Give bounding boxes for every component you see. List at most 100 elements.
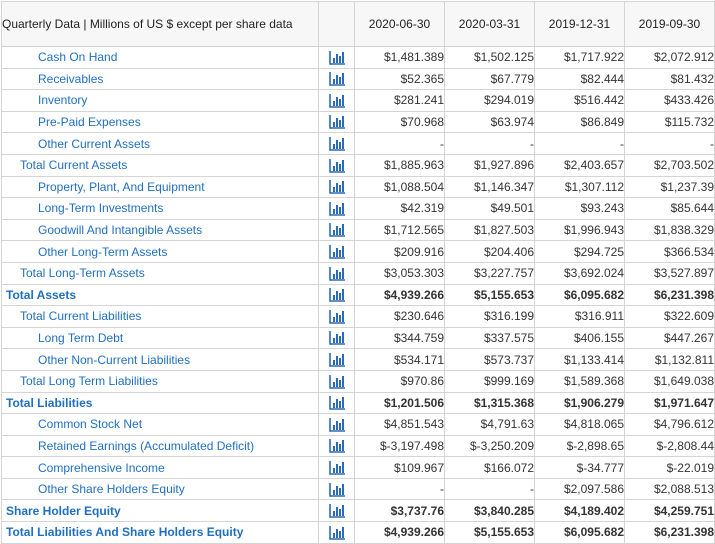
row-label[interactable]: Common Stock Net [1, 413, 319, 436]
column-date-1[interactable]: 2020-06-30 [354, 1, 445, 47]
chart-link[interactable] [318, 153, 355, 177]
value-cell: $67.779 [444, 67, 535, 91]
value-cell: $516.442 [534, 89, 625, 112]
table-row: Total Current Assets $1,885.963 $1,927.896… [1, 153, 715, 177]
value-cell: $1,649.038 [624, 369, 715, 393]
bar-chart-icon[interactable] [328, 374, 345, 389]
row-label[interactable]: Total Liabilities And Share Holders Equi… [1, 521, 319, 544]
row-label[interactable]: Other Current Assets [1, 132, 319, 155]
row-label[interactable]: Total Current Assets [1, 153, 319, 177]
row-label[interactable]: Total Assets [1, 283, 319, 307]
column-date-3[interactable]: 2019-12-31 [534, 1, 625, 47]
value-cell: $1,132.811 [624, 348, 715, 371]
chart-link[interactable] [318, 46, 355, 69]
bar-chart-icon[interactable] [328, 439, 345, 454]
chart-link[interactable] [318, 348, 355, 371]
row-label[interactable]: Total Long Term Liabilities [1, 369, 319, 393]
value-cell: $1,717.922 [534, 46, 625, 69]
bar-chart-icon[interactable] [328, 245, 345, 259]
table-row: Common Stock Net $4,851.543 $4,791.63 $4,81… [1, 413, 715, 436]
table-row: Total Current Liabilities $230.646 $316.19… [1, 305, 715, 328]
row-label[interactable]: Share Holder Equity [1, 499, 319, 523]
column-date-4[interactable]: 2019-09-30 [624, 1, 715, 47]
table-row: Inventory $281.241 $294.019 $516.442 $433.42… [1, 89, 715, 112]
column-date-2[interactable]: 2020-03-31 [444, 1, 535, 47]
bar-chart-icon[interactable] [328, 50, 345, 65]
chart-link[interactable] [318, 499, 355, 523]
chart-link[interactable] [318, 305, 355, 328]
value-cell: $109.967 [354, 456, 445, 479]
row-label[interactable]: Other Share Holders Equity [1, 477, 319, 501]
value-cell: $1,885.963 [354, 153, 445, 177]
bar-chart-icon[interactable] [328, 309, 345, 324]
chart-link[interactable] [318, 197, 355, 220]
chart-link[interactable] [318, 132, 355, 155]
chart-link[interactable] [318, 326, 355, 350]
value-cell: $4,791.63 [444, 413, 535, 436]
chart-link[interactable] [318, 521, 355, 544]
row-label[interactable]: Pre-Paid Expenses [1, 110, 319, 134]
value-cell: $4,796.612 [624, 413, 715, 436]
value-cell: $209.916 [354, 240, 445, 263]
value-cell: $2,088.513 [624, 477, 715, 501]
bar-chart-icon[interactable] [328, 72, 345, 87]
bar-chart-icon[interactable] [328, 201, 345, 216]
value-cell: $344.759 [354, 326, 445, 350]
row-label[interactable]: Property, Plant, And Equipment [1, 175, 319, 199]
chart-link[interactable] [318, 456, 355, 479]
bar-chart-icon[interactable] [328, 93, 345, 108]
bar-chart-icon[interactable] [328, 288, 345, 303]
bar-chart-icon[interactable] [328, 417, 345, 432]
row-label[interactable]: Cash On Hand [1, 46, 319, 69]
value-cell: $2,703.502 [624, 153, 715, 177]
row-label[interactable]: Goodwill And Intangible Assets [1, 218, 319, 242]
chart-link[interactable] [318, 434, 355, 458]
bar-chart-icon[interactable] [328, 525, 345, 540]
table-row: Comprehensive Income $109.967 $166.072 $-34… [1, 456, 715, 479]
chart-link[interactable] [318, 67, 355, 91]
value-cell: $294.019 [444, 89, 535, 112]
chart-link[interactable] [318, 89, 355, 112]
row-label[interactable]: Inventory [1, 89, 319, 112]
row-label[interactable]: Retained Earnings (Accumulated Deficit) [1, 434, 319, 458]
chart-link[interactable] [318, 413, 355, 436]
row-label[interactable]: Other Long-Term Assets [1, 240, 319, 263]
bar-chart-icon[interactable] [328, 504, 345, 518]
row-label[interactable]: Long Term Debt [1, 326, 319, 350]
bar-chart-icon[interactable] [328, 137, 345, 151]
chart-link[interactable] [318, 477, 355, 501]
bar-chart-icon[interactable] [328, 180, 345, 195]
value-cell: $447.267 [624, 326, 715, 350]
chart-link[interactable] [318, 369, 355, 393]
chart-link[interactable] [318, 218, 355, 242]
row-label[interactable]: Receivables [1, 67, 319, 91]
bar-chart-icon[interactable] [328, 223, 345, 238]
bar-chart-icon[interactable] [328, 460, 345, 475]
bar-chart-icon[interactable] [328, 115, 345, 130]
row-label[interactable]: Comprehensive Income [1, 456, 319, 479]
bar-chart-icon[interactable] [328, 158, 345, 173]
table-row: Other Long-Term Assets $209.916 $204.406 $2… [1, 240, 715, 263]
value-cell: $49.501 [444, 197, 535, 220]
row-label[interactable]: Total Current Liabilities [1, 305, 319, 328]
chart-link[interactable] [318, 175, 355, 199]
value-cell: $-22.019 [624, 456, 715, 479]
chart-link[interactable] [318, 261, 355, 285]
chart-link[interactable] [318, 110, 355, 134]
row-label[interactable]: Total Liabilities [1, 391, 319, 415]
bar-chart-icon[interactable] [328, 482, 345, 497]
table-row: Long-Term Investments $42.319 $49.501 $93.2… [1, 197, 715, 220]
value-cell: - [534, 132, 625, 155]
row-label[interactable]: Long-Term Investments [1, 197, 319, 220]
value-cell: $1,237.39 [624, 175, 715, 199]
chart-link[interactable] [318, 283, 355, 307]
bar-chart-icon[interactable] [328, 266, 345, 281]
chart-link[interactable] [318, 240, 355, 263]
bar-chart-icon[interactable] [328, 331, 345, 346]
bar-chart-icon[interactable] [328, 396, 345, 411]
chart-link[interactable] [318, 391, 355, 415]
row-label[interactable]: Total Long-Term Assets [1, 261, 319, 285]
row-label[interactable]: Other Non-Current Liabilities [1, 348, 319, 371]
bar-chart-icon[interactable] [328, 353, 345, 367]
